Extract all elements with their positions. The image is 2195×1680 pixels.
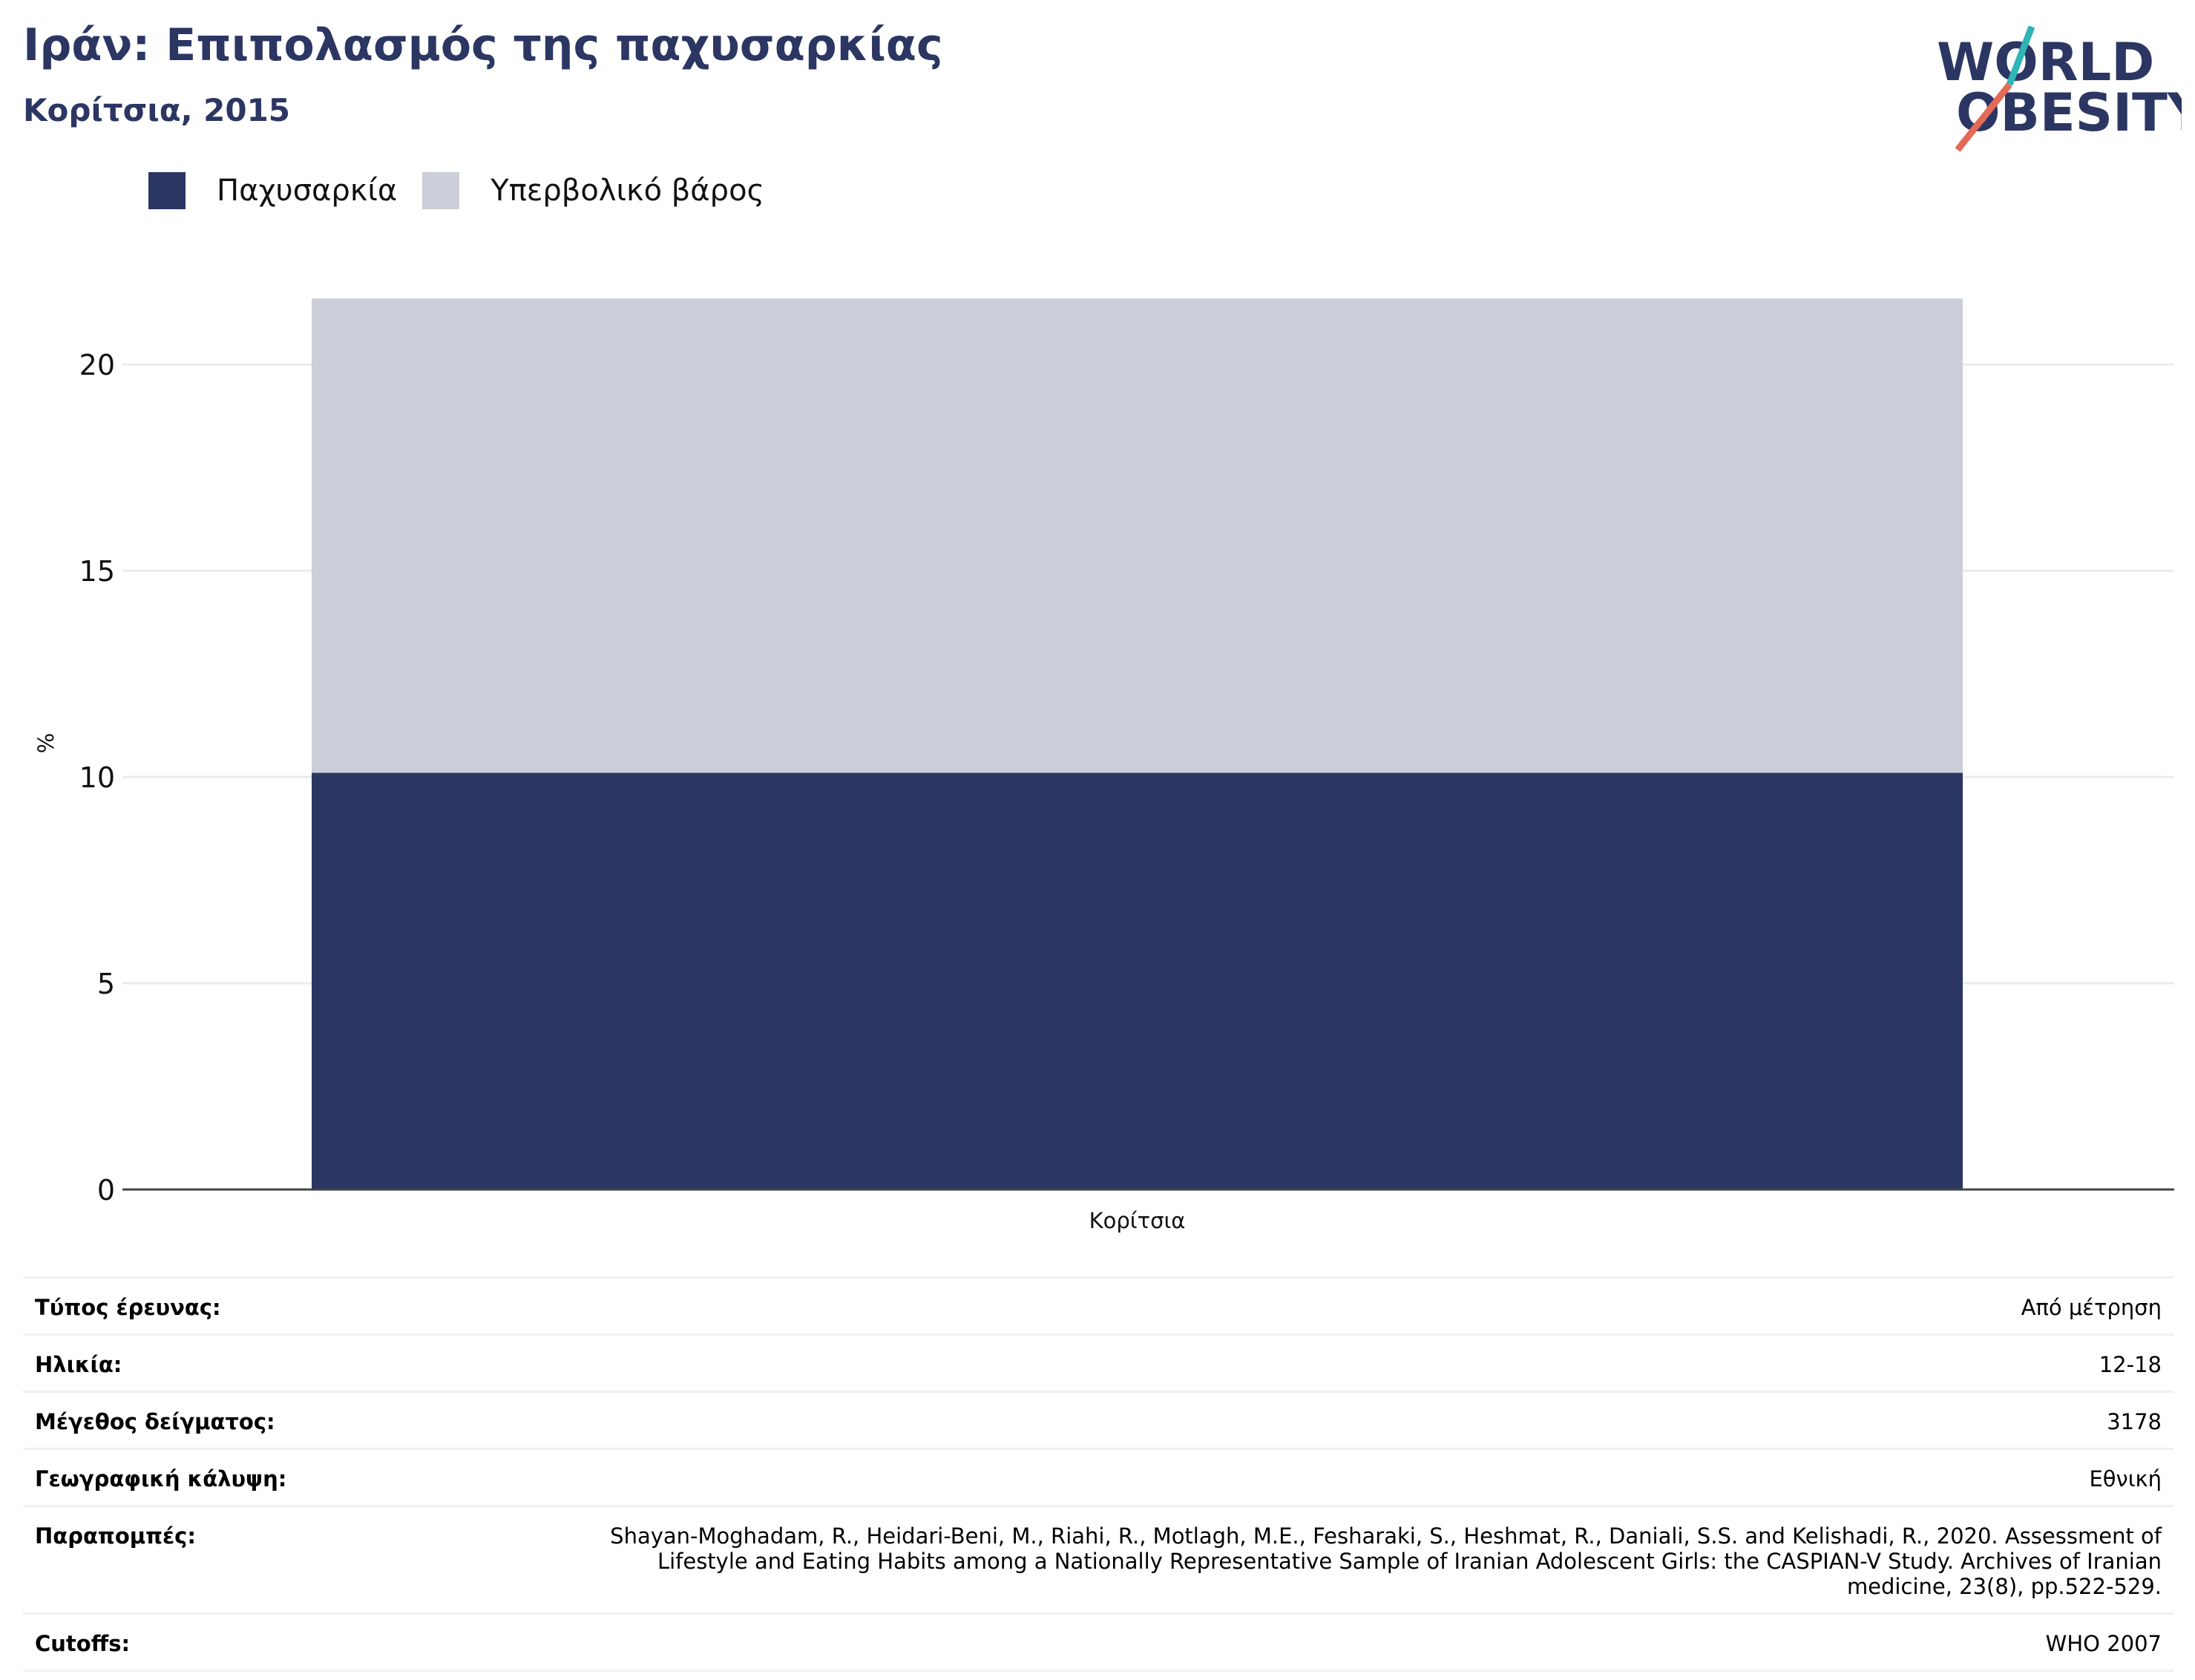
y-axis-label: % bbox=[33, 733, 59, 754]
y-tick-label: 15 bbox=[79, 555, 115, 588]
stacked-bar-chart: 0 5 10 15 20 Κορίτσια% bbox=[33, 298, 2174, 1233]
legend-item-obesity: Παχυσαρκία bbox=[148, 172, 397, 209]
y-tick-label: 20 bbox=[79, 349, 115, 381]
details-row: Ηλικία: 12-18 bbox=[23, 1336, 2173, 1393]
details-value: Shayan-Moghadam, R., Heidari-Beni, M., R… bbox=[610, 1523, 2162, 1599]
details-value: WHO 2007 bbox=[2045, 1631, 2162, 1656]
legend-label-overweight: Υπερβολικό βάρος bbox=[490, 174, 765, 208]
details-label: Cutoffs: bbox=[35, 1631, 131, 1656]
legend-swatch-obesity bbox=[148, 172, 186, 209]
details-label: Ηλικία: bbox=[35, 1352, 122, 1377]
details-value: 3178 bbox=[2107, 1409, 2162, 1434]
legend-label-obesity: Παχυσαρκία bbox=[217, 174, 398, 208]
chart-subtitle: Κορίτσια, 2015 bbox=[23, 92, 291, 128]
legend-item-overweight: Υπερβολικό βάρος bbox=[422, 172, 764, 209]
details-label: Τύπος έρευνας: bbox=[35, 1295, 221, 1320]
y-tick-label: 5 bbox=[97, 968, 115, 1000]
details-row: Γεωγραφική κάλυψη: Εθνική bbox=[23, 1450, 2173, 1507]
details-value: 12-18 bbox=[2099, 1352, 2162, 1377]
details-label: Μέγεθος δείγματος: bbox=[35, 1409, 275, 1434]
y-tick-label: 0 bbox=[97, 1174, 115, 1207]
details-value: Εθνική bbox=[2089, 1466, 2162, 1492]
details-value: Από μέτρηση bbox=[2021, 1295, 2162, 1320]
bar-overweight bbox=[312, 298, 1963, 773]
logo-slash-coral bbox=[1955, 82, 2012, 152]
details-row: Μέγεθος δείγματος: 3178 bbox=[23, 1393, 2173, 1450]
details-table: Τύπος έρευνας: Από μέτρηση Ηλικία: 12-18 Μέγ… bbox=[23, 1276, 2173, 1672]
world-obesity-logo: WORLD OBESITY bbox=[1937, 25, 2182, 152]
details-row: Cutoffs: WHO 2007 bbox=[23, 1615, 2173, 1672]
logo-text-obesity: OBESITY bbox=[1956, 82, 2182, 143]
details-label: Γεωγραφική κάλυψη: bbox=[35, 1466, 287, 1492]
y-tick-label: 10 bbox=[79, 761, 115, 794]
x-tick-label: Κορίτσια bbox=[1089, 1208, 1186, 1233]
bar-obesity bbox=[312, 772, 1963, 1190]
details-label: Παραπομπές: bbox=[35, 1523, 196, 1549]
chart-title: Ιράν: Επιπολασμός της παχυσαρκίας bbox=[23, 19, 943, 71]
logo-slash-teal bbox=[2006, 25, 2035, 86]
details-row: Τύπος έρευνας: Από μέτρηση bbox=[23, 1279, 2173, 1336]
chart-legend: Παχυσαρκία Υπερβολικό βάρος bbox=[148, 171, 790, 211]
details-row: Παραπομπές: Shayan-Moghadam, R., Heidari-… bbox=[23, 1507, 2173, 1615]
logo-text-world: WORLD bbox=[1937, 32, 2154, 93]
legend-swatch-overweight bbox=[422, 172, 460, 209]
